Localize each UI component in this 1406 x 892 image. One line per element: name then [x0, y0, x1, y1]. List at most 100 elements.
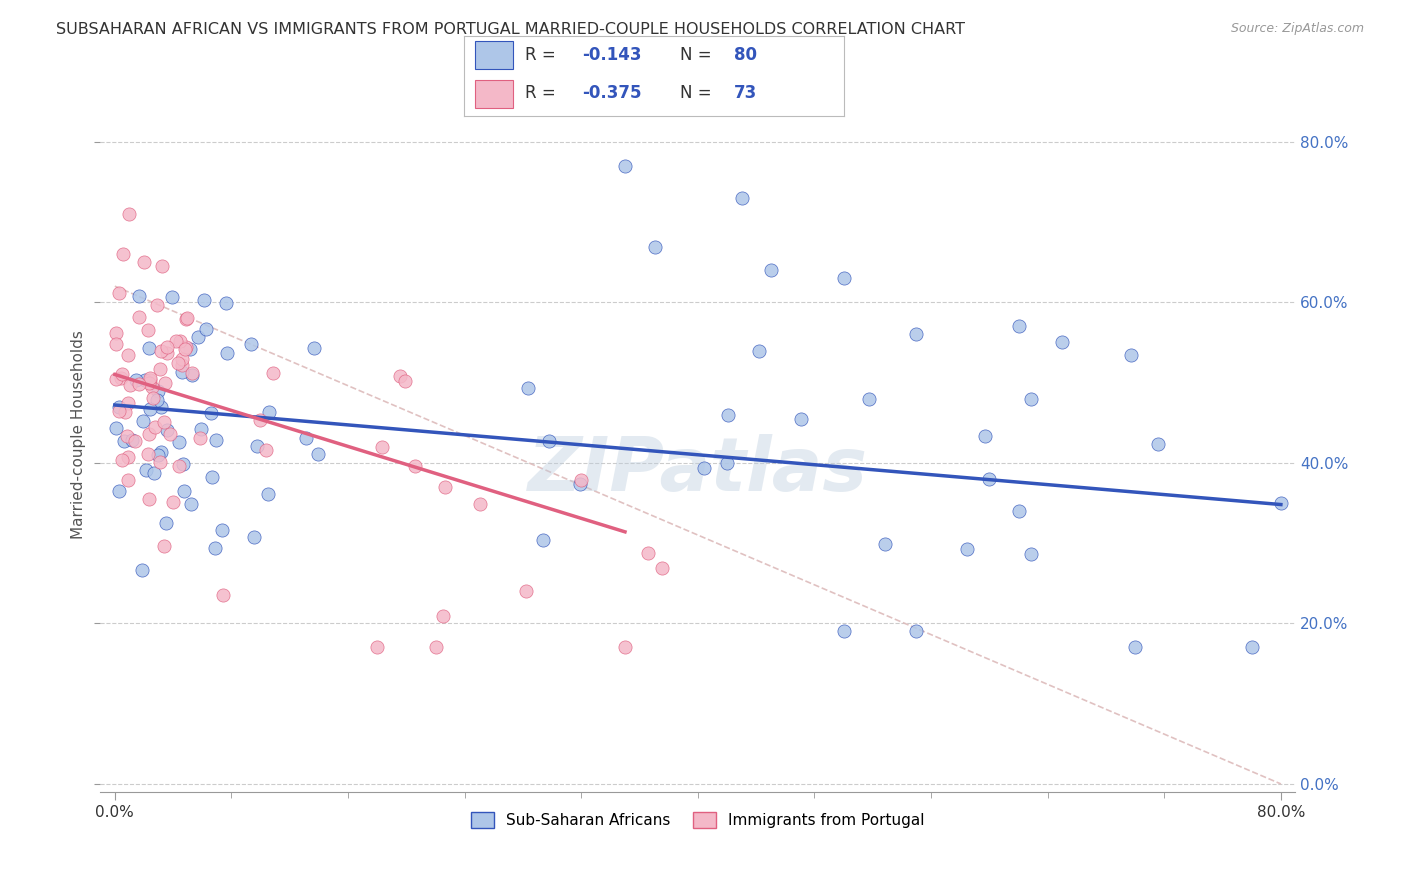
- Point: [105, 372, 128, 386]
- Point: [212, 588, 235, 602]
- Point: [433, 480, 456, 494]
- Point: [138, 401, 160, 416]
- Point: [1052, 335, 1074, 350]
- Point: [256, 487, 278, 501]
- Point: [201, 469, 224, 483]
- Point: [138, 492, 160, 507]
- Point: [215, 295, 238, 310]
- Point: [1270, 496, 1292, 510]
- Point: [242, 530, 264, 544]
- Point: [404, 458, 426, 473]
- Point: [257, 405, 280, 419]
- Point: [169, 458, 191, 473]
- Point: [188, 431, 211, 445]
- Point: [150, 401, 173, 415]
- Y-axis label: Married-couple Households: Married-couple Households: [72, 330, 86, 539]
- Point: [118, 207, 141, 221]
- Point: [730, 191, 752, 205]
- Point: [748, 343, 770, 358]
- Point: [790, 412, 813, 426]
- Point: [108, 484, 131, 499]
- Text: 73: 73: [734, 85, 756, 103]
- Point: [150, 445, 173, 459]
- Point: [366, 640, 388, 655]
- Point: [304, 341, 326, 355]
- Text: R =: R =: [524, 85, 561, 103]
- Point: [105, 421, 128, 435]
- Point: [146, 448, 169, 462]
- Point: [149, 455, 172, 469]
- Point: [149, 343, 172, 358]
- Point: [155, 516, 177, 531]
- Point: [136, 447, 159, 461]
- Point: [156, 423, 179, 437]
- Point: [142, 391, 165, 405]
- Point: [131, 563, 153, 577]
- Point: [105, 337, 128, 351]
- Point: [118, 378, 141, 392]
- Point: [538, 434, 561, 449]
- Point: [143, 420, 166, 434]
- Point: [651, 560, 673, 574]
- Text: -0.143: -0.143: [582, 46, 641, 64]
- Point: [174, 312, 197, 326]
- Point: [905, 624, 928, 639]
- Point: [145, 393, 167, 408]
- Point: [249, 413, 271, 427]
- Point: [162, 290, 184, 304]
- Point: [516, 381, 538, 395]
- Point: [128, 289, 150, 303]
- Point: [1007, 319, 1029, 334]
- Point: [117, 348, 139, 362]
- Point: [644, 240, 666, 254]
- Point: [371, 440, 394, 454]
- Point: [246, 440, 269, 454]
- Text: N =: N =: [681, 46, 717, 64]
- Point: [1121, 348, 1143, 362]
- Point: [128, 310, 150, 324]
- Point: [152, 539, 174, 553]
- Point: [145, 298, 167, 312]
- Point: [174, 340, 197, 354]
- Point: [1008, 504, 1031, 518]
- Point: [1146, 437, 1168, 451]
- Point: [200, 406, 222, 420]
- Point: [394, 375, 416, 389]
- Point: [148, 384, 170, 399]
- Point: [637, 546, 659, 560]
- Point: [716, 456, 738, 470]
- Point: [110, 371, 132, 385]
- Point: [873, 537, 896, 551]
- Point: [176, 311, 198, 326]
- Point: [105, 326, 128, 340]
- Point: [858, 392, 880, 407]
- Point: [432, 608, 454, 623]
- Point: [195, 322, 218, 336]
- Point: [108, 400, 131, 414]
- Point: [956, 541, 979, 556]
- Point: [974, 429, 997, 443]
- Point: [135, 463, 157, 477]
- Point: [832, 271, 855, 285]
- Point: [187, 330, 209, 344]
- Point: [193, 293, 215, 307]
- Point: [614, 159, 637, 173]
- Point: [204, 541, 226, 555]
- Point: [388, 368, 411, 383]
- Point: [515, 583, 537, 598]
- Text: -0.375: -0.375: [582, 85, 641, 103]
- Point: [108, 404, 131, 418]
- Point: [569, 473, 592, 487]
- Point: [165, 334, 187, 348]
- Point: [142, 466, 165, 480]
- Point: [170, 352, 193, 367]
- Point: [905, 327, 928, 342]
- Point: [117, 396, 139, 410]
- Point: [1019, 392, 1042, 407]
- Legend: Sub-Saharan Africans, Immigrants from Portugal: Sub-Saharan Africans, Immigrants from Po…: [465, 806, 931, 834]
- Point: [121, 434, 143, 448]
- Point: [173, 483, 195, 498]
- Point: [716, 408, 738, 422]
- Point: [150, 259, 173, 273]
- Point: [115, 429, 138, 443]
